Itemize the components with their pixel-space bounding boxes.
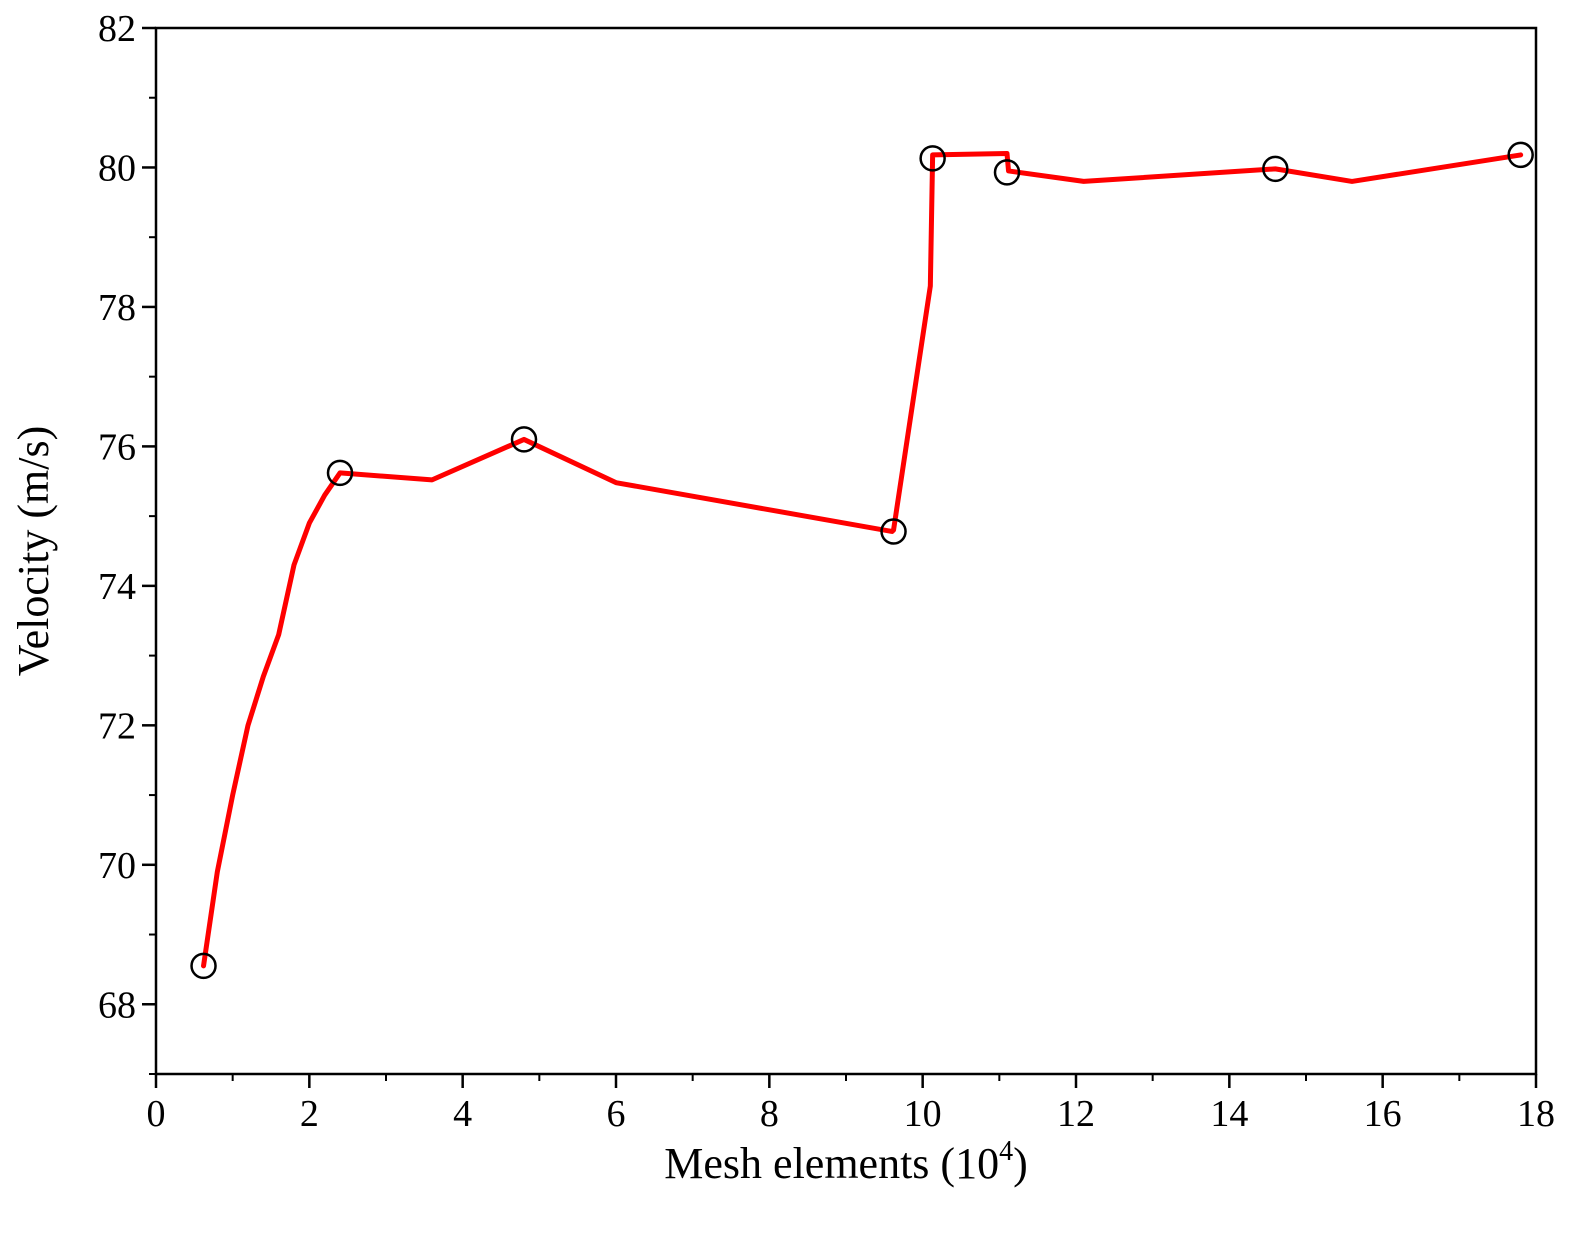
y-tick-label: 78 bbox=[98, 287, 136, 329]
x-tick-label: 10 bbox=[904, 1093, 942, 1135]
x-tick-label: 4 bbox=[453, 1093, 472, 1135]
series-line bbox=[201, 151, 1524, 969]
data-point-marker bbox=[880, 518, 907, 545]
x-axis-title-exponent: 4 bbox=[999, 1136, 1013, 1167]
x-axis-title-close: ) bbox=[1013, 1139, 1028, 1188]
data-point-marker bbox=[190, 952, 217, 980]
x-tick-label: 14 bbox=[1210, 1093, 1248, 1135]
y-tick-label: 70 bbox=[98, 845, 136, 887]
y-tick-label: 72 bbox=[98, 705, 136, 747]
data-point-marker bbox=[993, 159, 1021, 186]
y-tick-label: 82 bbox=[98, 8, 136, 50]
data-point-marker bbox=[510, 426, 538, 453]
data-point-marker bbox=[1507, 141, 1534, 169]
y-axis-title: Velocity (m/s) bbox=[9, 426, 58, 677]
x-axis-title-text: Mesh elements (10 bbox=[664, 1139, 999, 1188]
x-axis-title: Mesh elements (104) bbox=[664, 1136, 1027, 1188]
x-tick-label: 8 bbox=[760, 1093, 779, 1135]
x-tick-label: 0 bbox=[147, 1093, 166, 1135]
data-point-marker bbox=[326, 459, 354, 487]
plot-frame bbox=[154, 26, 1538, 1076]
series-layer bbox=[190, 141, 1534, 980]
x-tick-label: 2 bbox=[300, 1093, 319, 1135]
data-point-marker bbox=[919, 145, 946, 172]
x-tick-label: 16 bbox=[1364, 1093, 1402, 1135]
x-tick-label: 18 bbox=[1517, 1093, 1555, 1135]
y-tick-label: 80 bbox=[98, 147, 136, 189]
x-tick-label: 12 bbox=[1057, 1093, 1095, 1135]
y-tick-label: 74 bbox=[98, 566, 136, 608]
data-point-marker bbox=[1262, 155, 1289, 183]
y-tick-label: 76 bbox=[98, 426, 136, 468]
y-tick-label: 68 bbox=[98, 984, 136, 1026]
x-axis-ticks: 0 2 4 6 8 10 12 14 16 18 bbox=[147, 1074, 1555, 1135]
x-tick-label: 6 bbox=[607, 1093, 626, 1135]
y-axis-ticks: 68 70 72 74 76 78 80 82 bbox=[98, 8, 156, 1075]
